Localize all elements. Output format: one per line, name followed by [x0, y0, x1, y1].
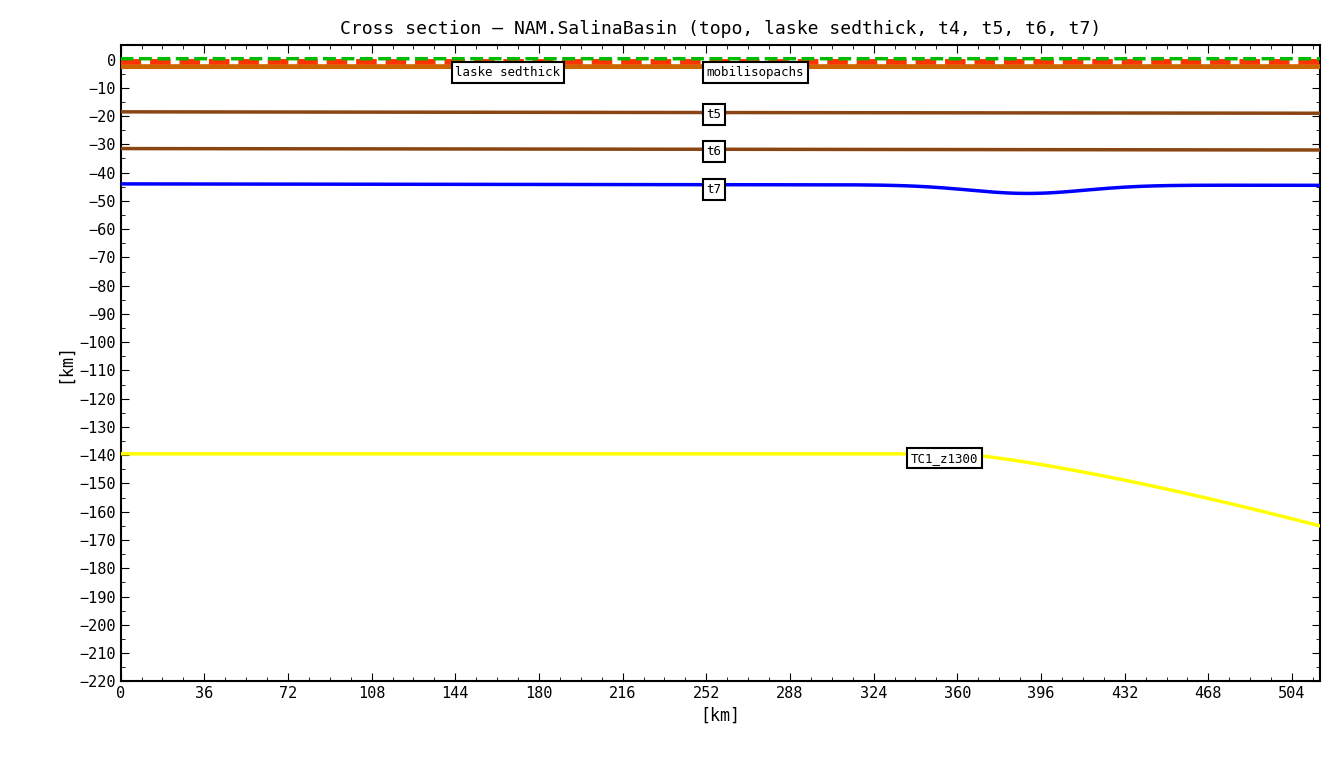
Text: t5: t5 [706, 108, 721, 121]
X-axis label: [km]: [km] [701, 707, 740, 724]
Text: t7: t7 [706, 183, 721, 196]
Title: Cross section – NAM.SalinaBasin (topo, laske sedthick, t4, t5, t6, t7): Cross section – NAM.SalinaBasin (topo, l… [339, 20, 1101, 39]
Y-axis label: [km]: [km] [56, 344, 74, 383]
Text: TC1_z1300: TC1_z1300 [911, 451, 978, 465]
Text: mobilisopachs: mobilisopachs [706, 66, 804, 79]
Text: laske sedthick: laske sedthick [456, 66, 560, 79]
Text: t6: t6 [706, 145, 721, 158]
